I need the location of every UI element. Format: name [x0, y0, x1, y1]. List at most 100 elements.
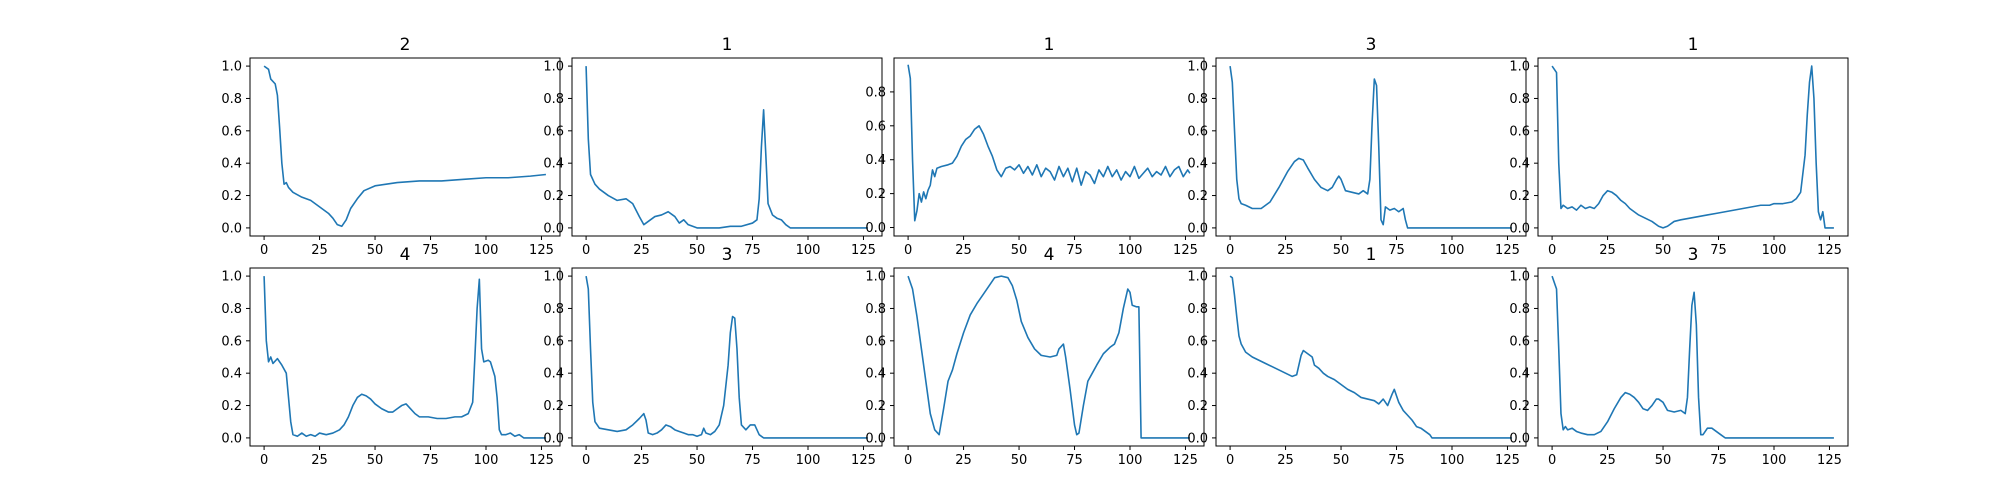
y-tick-label: 0.0	[1509, 431, 1530, 446]
subplot-8: 4 0 25 50 75 100 125 0.0 0.2 0.4 0.6 0.8 1.0	[865, 245, 1205, 468]
x-tick-label: 75	[1066, 243, 1083, 258]
x-tick-label: 0	[904, 453, 912, 468]
series-line	[1229, 275, 1512, 439]
series-line	[907, 275, 1190, 439]
x-tick-label: 75	[1710, 243, 1727, 258]
x-tick-label: 0	[1226, 453, 1234, 468]
x-tick-label: 50	[1655, 243, 1672, 258]
x-tick-label: 0	[582, 243, 590, 258]
y-tick-label: 0.2	[1509, 399, 1530, 414]
x-tick-label: 0	[582, 453, 590, 468]
y-tick-label: 0.0	[543, 221, 564, 236]
y-tick-label: 0.8	[865, 302, 886, 317]
x-tick-label: 0	[904, 243, 912, 258]
x-tick-label: 125	[851, 453, 876, 468]
series-line	[585, 66, 868, 229]
series-line	[585, 275, 868, 439]
y-tick-label: 0.4	[1187, 157, 1208, 172]
y-tick-label: 0.8	[1509, 302, 1530, 317]
series-line	[1551, 65, 1834, 229]
axes-frame	[571, 267, 883, 447]
x-tick-label: 125	[1817, 243, 1842, 258]
y-tick-label: 0.4	[1187, 367, 1208, 382]
subplot-title: 1	[1366, 245, 1377, 265]
series-line	[1551, 275, 1834, 439]
x-tick-label: 75	[422, 453, 439, 468]
series-line	[907, 64, 1191, 222]
y-tick-label: 0.4	[1509, 367, 1530, 382]
y-tick-label: 1.0	[543, 270, 564, 285]
y-tick-label: 0.6	[543, 334, 564, 349]
x-tick-label: 50	[1655, 453, 1672, 468]
y-tick-label: 1.0	[1509, 60, 1530, 75]
subplot-10: 3 0 25 50 75 100 125 0.0 0.2 0.4 0.6 0.8 1.0	[1509, 245, 1849, 468]
x-tick-label: 125	[1173, 243, 1198, 258]
x-tick-label: 50	[689, 453, 706, 468]
y-tick-label: 1.0	[221, 270, 242, 285]
axes-frame	[1215, 57, 1527, 237]
x-tick-label: 25	[955, 243, 972, 258]
x-tick-label: 100	[1440, 243, 1465, 258]
y-tick-label: 0.0	[221, 221, 242, 236]
subplot-title: 1	[1044, 35, 1055, 55]
x-tick-label: 100	[1118, 243, 1143, 258]
axes-frame	[571, 57, 883, 237]
y-tick-label: 0.0	[865, 221, 886, 236]
y-tick-label: 0.4	[1509, 157, 1530, 172]
axes-frame	[893, 267, 1205, 447]
y-tick-label: 0.6	[221, 124, 242, 139]
subplot-9: 1 0 25 50 75 100 125 0.0 0.2 0.4 0.6 0.8 1.0	[1187, 245, 1527, 468]
x-tick-label: 0	[260, 453, 268, 468]
x-tick-label: 0	[1548, 243, 1556, 258]
y-tick-label: 0.8	[865, 85, 886, 100]
y-tick-label: 1.0	[221, 60, 242, 75]
y-tick-label: 1.0	[1187, 60, 1208, 75]
subplot-title: 3	[722, 245, 733, 265]
x-tick-label: 100	[1762, 453, 1787, 468]
x-tick-label: 0	[1548, 453, 1556, 468]
x-tick-label: 50	[367, 243, 384, 258]
x-tick-label: 75	[744, 243, 761, 258]
subplot-title: 4	[400, 245, 411, 265]
series-line	[263, 65, 546, 228]
subplot-1: 2 0 25 50 75 100 125 0.0 0.2 0.4 0.6 0.8 1.0	[221, 35, 561, 258]
x-tick-label: 100	[1440, 453, 1465, 468]
x-tick-label: 75	[744, 453, 761, 468]
subplot-title: 4	[1044, 245, 1055, 265]
series-line	[1229, 65, 1512, 229]
x-tick-label: 125	[1495, 243, 1520, 258]
x-tick-label: 125	[1495, 453, 1520, 468]
x-tick-label: 75	[1388, 243, 1405, 258]
y-tick-label: 0.0	[543, 431, 564, 446]
x-tick-label: 25	[955, 453, 972, 468]
y-tick-label: 1.0	[865, 270, 886, 285]
y-tick-label: 0.2	[865, 187, 886, 202]
y-tick-label: 0.2	[1509, 189, 1530, 204]
y-tick-label: 0.0	[1187, 431, 1208, 446]
x-tick-label: 50	[367, 453, 384, 468]
x-tick-label: 25	[633, 243, 650, 258]
subplot-title: 1	[1688, 35, 1699, 55]
x-tick-label: 50	[1333, 453, 1350, 468]
x-tick-label: 25	[1599, 453, 1616, 468]
y-tick-label: 0.8	[1187, 92, 1208, 107]
subplot-title: 1	[722, 35, 733, 55]
x-tick-label: 125	[529, 243, 554, 258]
y-tick-label: 0.4	[221, 367, 242, 382]
axes-frame	[249, 267, 561, 447]
y-tick-label: 0.8	[221, 92, 242, 107]
x-tick-label: 25	[1277, 243, 1294, 258]
y-tick-label: 0.4	[543, 157, 564, 172]
y-tick-label: 1.0	[543, 60, 564, 75]
y-tick-label: 0.6	[1187, 124, 1208, 139]
x-tick-label: 125	[529, 453, 554, 468]
x-tick-label: 75	[1710, 453, 1727, 468]
y-tick-label: 0.2	[865, 399, 886, 414]
y-tick-label: 0.4	[221, 157, 242, 172]
x-tick-label: 100	[1118, 453, 1143, 468]
x-tick-label: 50	[1333, 243, 1350, 258]
subplot-4: 3 0 25 50 75 100 125 0.0 0.2 0.4 0.6 0.8 1.0	[1187, 35, 1527, 258]
y-tick-label: 0.6	[1509, 334, 1530, 349]
y-tick-label: 0.8	[1509, 92, 1530, 107]
